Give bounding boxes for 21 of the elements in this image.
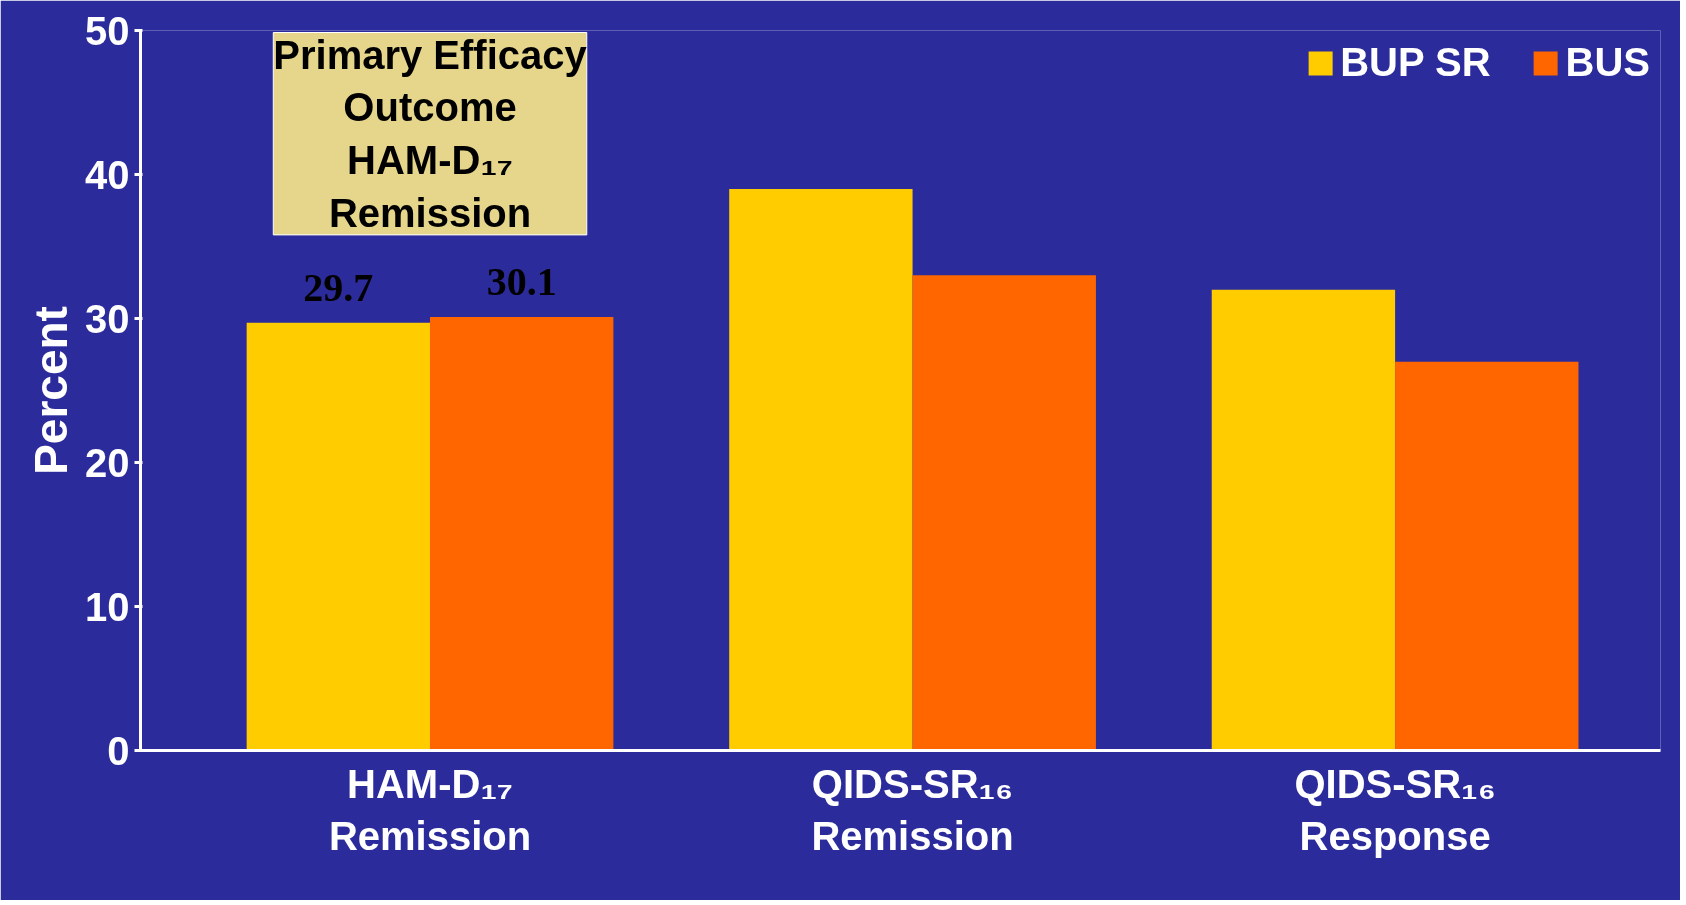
y-tick-label: 10	[85, 584, 130, 629]
annotation: Primary Efficacy Outcome HAM-D₁₇ Remission	[273, 32, 588, 235]
data-label: 30.1	[486, 259, 557, 305]
y-tick-label: 30	[85, 296, 130, 341]
x-tick-label: HAM-D₁₇ Remission	[328, 761, 532, 859]
bar	[430, 317, 614, 751]
y-tick-label: 0	[107, 728, 130, 773]
data-label: 29.7	[303, 264, 374, 310]
y-tick-label: 50	[85, 8, 130, 53]
bar	[912, 275, 1096, 751]
y-tick-label: 20	[85, 440, 130, 485]
legend-label: BUP SR	[1340, 40, 1491, 85]
x-tick-label: QIDS-SR₁₆ Remission	[811, 761, 1014, 859]
bar	[246, 322, 431, 751]
bar	[1211, 289, 1396, 751]
bar	[729, 188, 913, 751]
legend-label: BUS	[1565, 40, 1650, 85]
y-axis-title: Percent	[25, 306, 78, 475]
x-tick-label: QIDS-SR₁₆ Response	[1294, 761, 1496, 859]
bar	[1395, 361, 1579, 751]
y-tick-label: 40	[85, 152, 130, 197]
